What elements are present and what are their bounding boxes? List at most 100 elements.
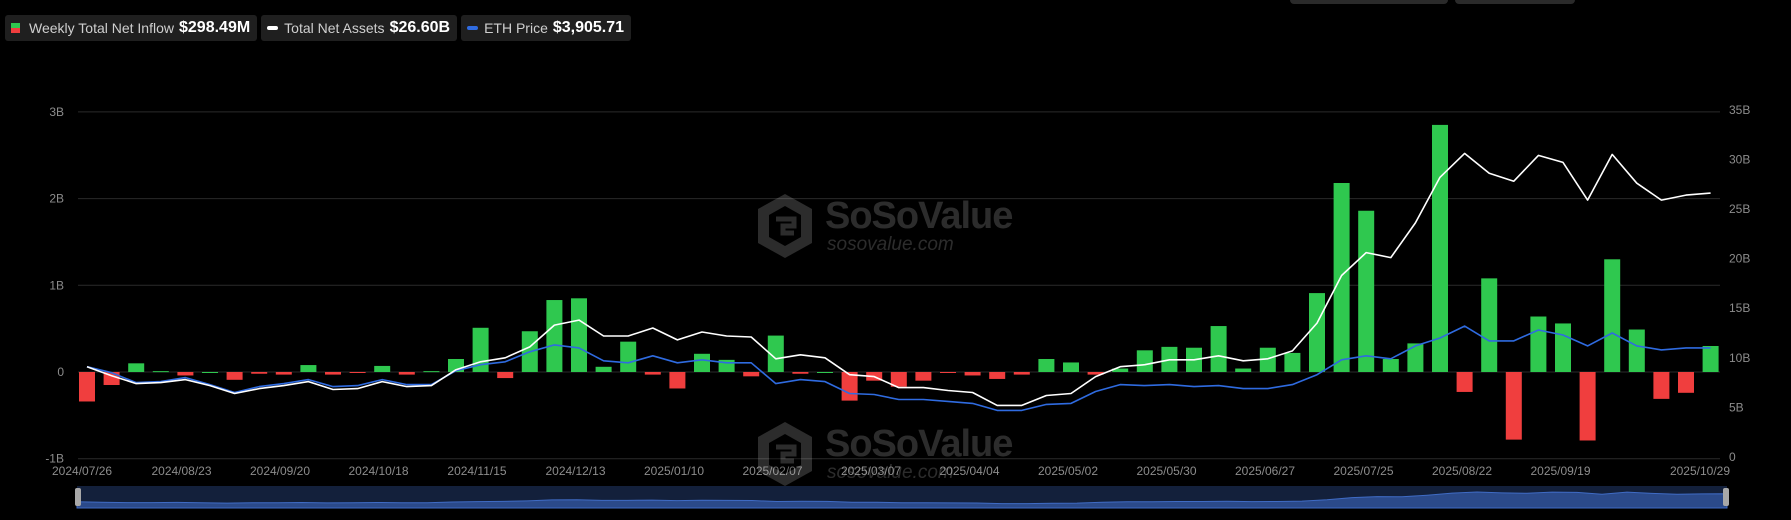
- inflow-bar: [1333, 182, 1350, 372]
- legend-inflow[interactable]: Weekly Total Net Inflow $298.49M: [5, 15, 258, 41]
- inflow-swatch-icon: [11, 23, 20, 33]
- x-axis-tick-label: 2024/07/26: [52, 464, 112, 478]
- legend: Weekly Total Net Inflow $298.49M Total N…: [5, 15, 632, 41]
- price-swatch-icon: [467, 26, 479, 30]
- right-axis-tick-label: 10B: [1729, 351, 1750, 365]
- x-axis-tick-label: 2025/01/10: [644, 464, 704, 478]
- series-lines: [86, 152, 1711, 412]
- inflow-bar: [226, 372, 243, 380]
- inflow-bar: [1505, 372, 1522, 440]
- inflow-bar: [1013, 372, 1030, 375]
- inflow-bar: [398, 372, 415, 375]
- x-axis-tick-label: 2025/08/22: [1432, 464, 1492, 478]
- eth-price-line: [86, 325, 1711, 412]
- x-axis-tick-label: 2024/09/20: [250, 464, 310, 478]
- grid: [78, 111, 1720, 460]
- left-axis-tick-label: 1B: [49, 278, 64, 292]
- inflow-bar: [423, 371, 440, 373]
- left-axis-tick-label: 2B: [49, 192, 64, 206]
- x-axis-tick-label: 2025/05/02: [1038, 464, 1098, 478]
- inflow-bar: [1358, 210, 1375, 372]
- inflow-bar: [251, 372, 268, 374]
- x-axis-tick-label: 2024/10/18: [348, 464, 408, 478]
- inflow-bar: [349, 372, 366, 373]
- inflow-bar: [620, 341, 637, 372]
- x-axis-tick-label: 2024/08/23: [151, 464, 211, 478]
- inflow-bar: [1604, 259, 1621, 372]
- legend-price-value: $3,905.71: [552, 19, 625, 36]
- inflow-bar: [694, 353, 710, 372]
- right-axis-tick-label: 0: [1729, 450, 1736, 464]
- right-axis-tick-label: 30B: [1729, 152, 1750, 166]
- watermark-name: SoSoValue: [825, 195, 1013, 237]
- legend-assets-value: $26.60B: [389, 19, 451, 36]
- inflow-bar: [964, 372, 981, 376]
- inflow-bar: [1628, 329, 1645, 372]
- inflow-bar: [817, 372, 833, 373]
- inflow-bar: [374, 365, 391, 372]
- legend-price-label: ETH Price: [484, 20, 548, 36]
- range-navigator[interactable]: [75, 486, 1729, 509]
- assets-swatch-icon: [267, 26, 279, 30]
- inflow-bar: [1112, 368, 1129, 372]
- inflow-bar: [1063, 362, 1079, 372]
- inflow-bar: [1530, 316, 1547, 372]
- inflow-bar: [743, 372, 760, 377]
- inflow-bar: [1210, 326, 1227, 372]
- x-axis-tick-label: 2025/02/07: [742, 464, 802, 478]
- inflow-bar: [940, 372, 956, 373]
- left-axis-tick-label: -1B: [45, 452, 64, 466]
- watermark-url: sosovalue.com: [827, 234, 954, 255]
- inflow-bar: [890, 372, 907, 387]
- watermark-url: sosovalue.com: [827, 462, 954, 483]
- x-axis-tick-label: 2025/04/04: [939, 464, 999, 478]
- watermark: SoSoValue sosovalue.com: [755, 192, 1013, 260]
- right-axis-labels: 0 5B 10B 15B 20B 25B 30B 35B: [1729, 103, 1750, 464]
- legend-assets[interactable]: Total Net Assets $26.60B: [261, 15, 458, 41]
- inflow-bar: [1087, 372, 1104, 375]
- inflow-bar: [79, 372, 95, 402]
- inflow-bar: [546, 300, 563, 372]
- inflow-bar: [177, 372, 194, 376]
- toolbar-button[interactable]: [1455, 0, 1575, 4]
- x-axis-tick-label: 2025/03/07: [841, 464, 901, 478]
- inflow-bar: [1432, 124, 1448, 372]
- total-net-assets-line: [86, 152, 1711, 407]
- legend-inflow-value: $298.49M: [179, 19, 251, 36]
- inflow-bar: [1702, 345, 1719, 372]
- inflow-bar: [1481, 278, 1498, 372]
- inflow-bar: [571, 298, 587, 372]
- x-axis-labels: 2024/07/26 2024/08/23 2024/09/20 2024/10/18…: [52, 464, 1730, 478]
- inflow-bar: [300, 365, 317, 372]
- watermark: SoSoValue sosovalue.com: [755, 420, 1013, 488]
- inflow-bar: [915, 372, 932, 381]
- inflow-bar: [841, 372, 858, 401]
- toolbar-button[interactable]: [1290, 0, 1448, 4]
- inflow-bar: [103, 372, 120, 386]
- inflow-bar: [669, 372, 686, 389]
- x-axis-tick-label: 2025/06/27: [1235, 464, 1295, 478]
- legend-price[interactable]: ETH Price $3,905.71: [461, 15, 632, 41]
- inflow-bar: [1284, 352, 1301, 372]
- inflow-bar: [1653, 372, 1670, 399]
- inflow-bar: [325, 372, 341, 375]
- x-axis-tick-label: 2024/11/15: [447, 464, 506, 478]
- inflow-bars: [79, 124, 1719, 441]
- inflow-bar: [1309, 293, 1325, 372]
- left-axis-tick-label: 0: [57, 365, 64, 379]
- legend-inflow-label: Weekly Total Net Inflow: [29, 20, 174, 36]
- inflow-bar: [128, 363, 145, 372]
- x-axis-tick-label: 2025/05/30: [1136, 464, 1196, 478]
- inflow-bar: [1555, 323, 1571, 372]
- navigator-left-handle: [75, 488, 81, 506]
- left-axis-labels: -1B 0 1B 2B 3B: [45, 105, 64, 466]
- sosovalue-logo-icon: [758, 194, 812, 258]
- x-axis-tick-label: 2024/12/13: [545, 464, 605, 478]
- right-axis-tick-label: 15B: [1729, 301, 1750, 315]
- navigator-right-handle: [1723, 488, 1729, 506]
- inflow-bar: [1382, 358, 1399, 372]
- inflow-bar: [1678, 372, 1694, 393]
- inflow-bar: [152, 371, 169, 373]
- inflow-bar: [792, 372, 809, 374]
